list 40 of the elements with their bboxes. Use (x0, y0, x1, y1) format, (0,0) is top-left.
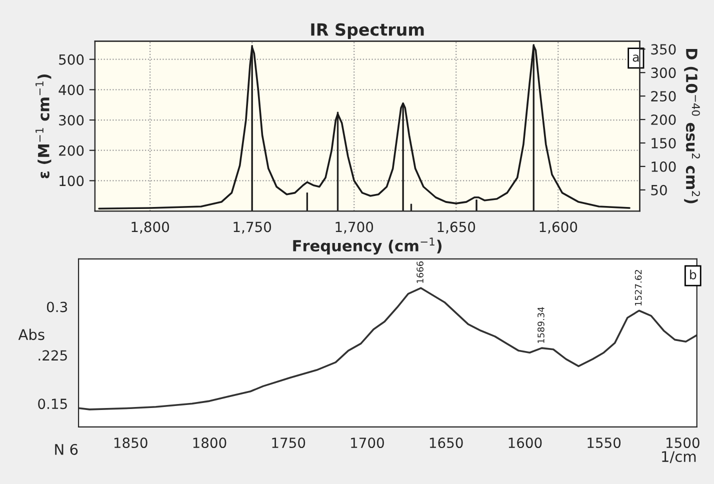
chart-title: IR Spectrum (311, 23, 424, 40)
y2-tick-label: 150 (652, 138, 676, 148)
x-tick-label: 1600 (508, 438, 542, 448)
text: N 6 (55, 444, 78, 455)
x-tick-label: 1,650 (438, 222, 476, 234)
y-tick-label: 100 (60, 176, 84, 186)
x-tick-label: 1,800 (132, 222, 170, 234)
annotation: b (690, 270, 696, 280)
y-tick-label: 0.3 (46, 302, 68, 312)
x-axis-title: Frequency (cm$^{−1}$) (293, 238, 442, 255)
y-axis-title: ε (M$^{−1}$ cm$^{−1}$) (36, 74, 52, 178)
x-axis-title: 1/cm (662, 451, 696, 464)
annotation: 1527.62 (634, 270, 642, 306)
y-tick-label: 500 (59, 54, 84, 65)
y-axis-title: Abs (18, 328, 44, 340)
y-tick-label: 300 (59, 114, 84, 126)
y-tick-label: .225 (38, 350, 67, 361)
y-tick-label: 200 (59, 145, 84, 156)
annotation: 1666 (416, 261, 424, 283)
y2-tick-label: 250 (651, 91, 676, 102)
x-tick-label: 1750 (272, 438, 306, 448)
y2-tick-label: 50 (651, 184, 667, 196)
x-tick-label: 1550 (588, 438, 621, 448)
y2-tick-label: 100 (652, 161, 676, 172)
y2-tick-label: 200 (651, 114, 676, 125)
annotation: a (632, 54, 639, 62)
x-tick-label: 1800 (193, 438, 226, 448)
x-tick-label: 1,600 (540, 222, 578, 234)
annotation: 1589.34 (538, 307, 544, 343)
y2-tick-label: 300 (651, 68, 676, 78)
x-tick-label: 1650 (430, 438, 463, 448)
x-tick-label: 1,700 (336, 222, 374, 234)
y2-axis-title: D (10$^{−40}$ esu$^{2}$ cm$^{2}$) (684, 48, 700, 204)
x-tick-label: 1500 (666, 438, 700, 448)
y-tick-label: 400 (58, 84, 84, 96)
y2-tick-label: 350 (651, 44, 676, 55)
x-tick-label: 1850 (114, 438, 148, 448)
x-tick-label: 1700 (351, 438, 384, 448)
y-tick-label: 0.15 (38, 398, 67, 410)
x-tick-label: 1,750 (234, 222, 272, 234)
